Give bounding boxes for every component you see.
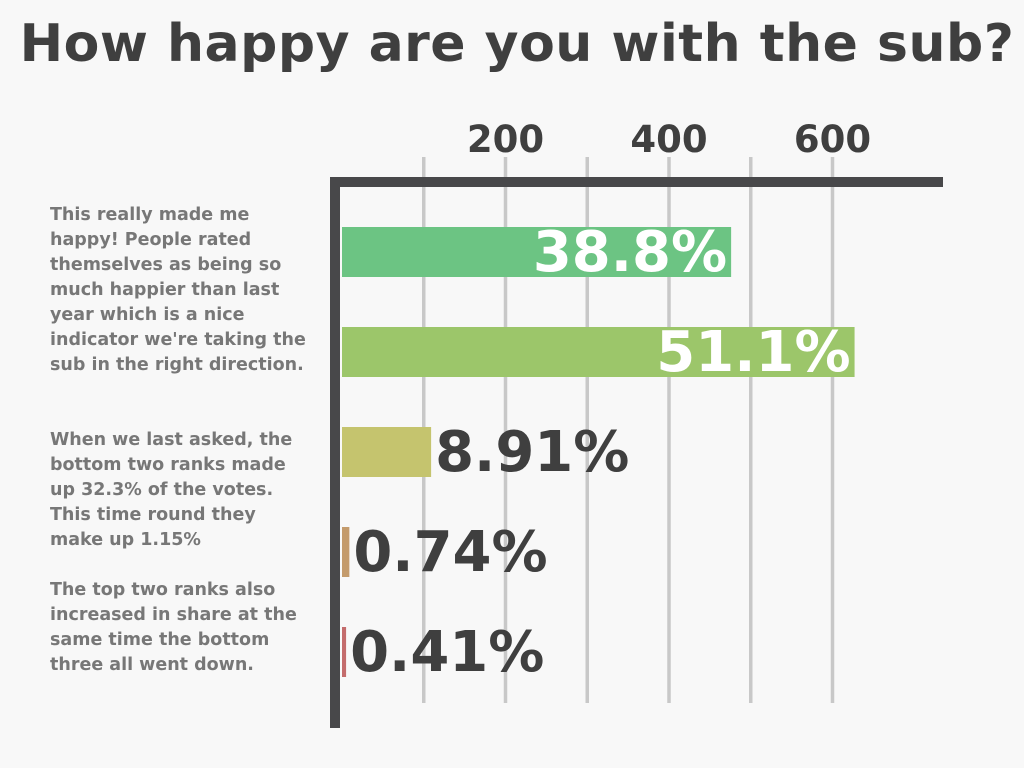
axes	[330, 177, 943, 728]
annotation-note-3: The top two ranks also increased in shar…	[50, 580, 297, 675]
bar-value-label: 38.8%	[533, 220, 727, 285]
annotation-note-1: This really made me happy! People rated …	[50, 205, 306, 375]
x-tick-label: 400	[630, 118, 707, 161]
bar-value-label: 8.91%	[435, 420, 629, 485]
bar-value-label: 0.41%	[350, 620, 544, 685]
bar	[342, 327, 855, 377]
chart-title: How happy are you with the sub?	[19, 14, 1015, 74]
bar	[342, 627, 347, 677]
bar	[342, 427, 432, 477]
bar-value-label: 51.1%	[656, 320, 850, 385]
x-tick-label: 200	[467, 118, 544, 161]
tick-labels: 200 400 600	[467, 118, 871, 161]
bar	[342, 227, 732, 277]
bar-value-label: 0.74%	[353, 520, 547, 585]
bar	[342, 527, 350, 577]
x-tick-label: 600	[794, 118, 871, 161]
bars	[342, 227, 855, 677]
annotation-note-2: When we last asked, the bottom two ranks…	[50, 430, 293, 550]
data-labels: 38.8% 51.1% 8.91% 0.74% 0.41%	[350, 220, 850, 685]
